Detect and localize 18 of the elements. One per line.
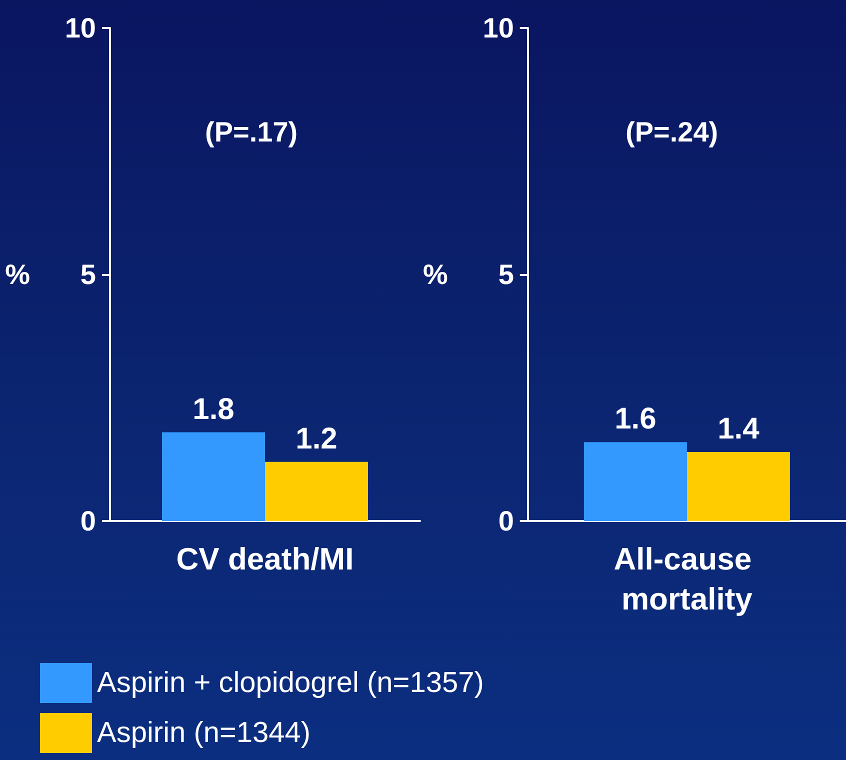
data-label: 1.2 xyxy=(296,422,338,456)
data-label: 1.6 xyxy=(614,402,656,436)
y-tick-label: 5 xyxy=(498,259,514,290)
y-tick-label: 10 xyxy=(482,12,514,44)
annotation: (P=.24) xyxy=(626,116,718,148)
y-tick-label: 0 xyxy=(80,506,96,536)
legend-label: Aspirin + clopidogrel (n=1357) xyxy=(97,667,484,699)
y-axis-title: % xyxy=(5,259,30,290)
legend-label: Aspirin (n=1344) xyxy=(97,717,311,749)
y-axis-title: % xyxy=(422,259,448,290)
y-tick-label: 10 xyxy=(64,12,96,44)
x-tick-label: CV death/MI xyxy=(176,542,354,576)
data-label: 1.4 xyxy=(718,412,760,446)
x-tick-label: All-cause mortality xyxy=(614,542,760,616)
data-label: 1.8 xyxy=(192,392,234,426)
y-tick-label: 0 xyxy=(498,506,514,536)
y-tick-label: 5 xyxy=(80,259,96,290)
annotation: (P=.17) xyxy=(205,116,298,148)
